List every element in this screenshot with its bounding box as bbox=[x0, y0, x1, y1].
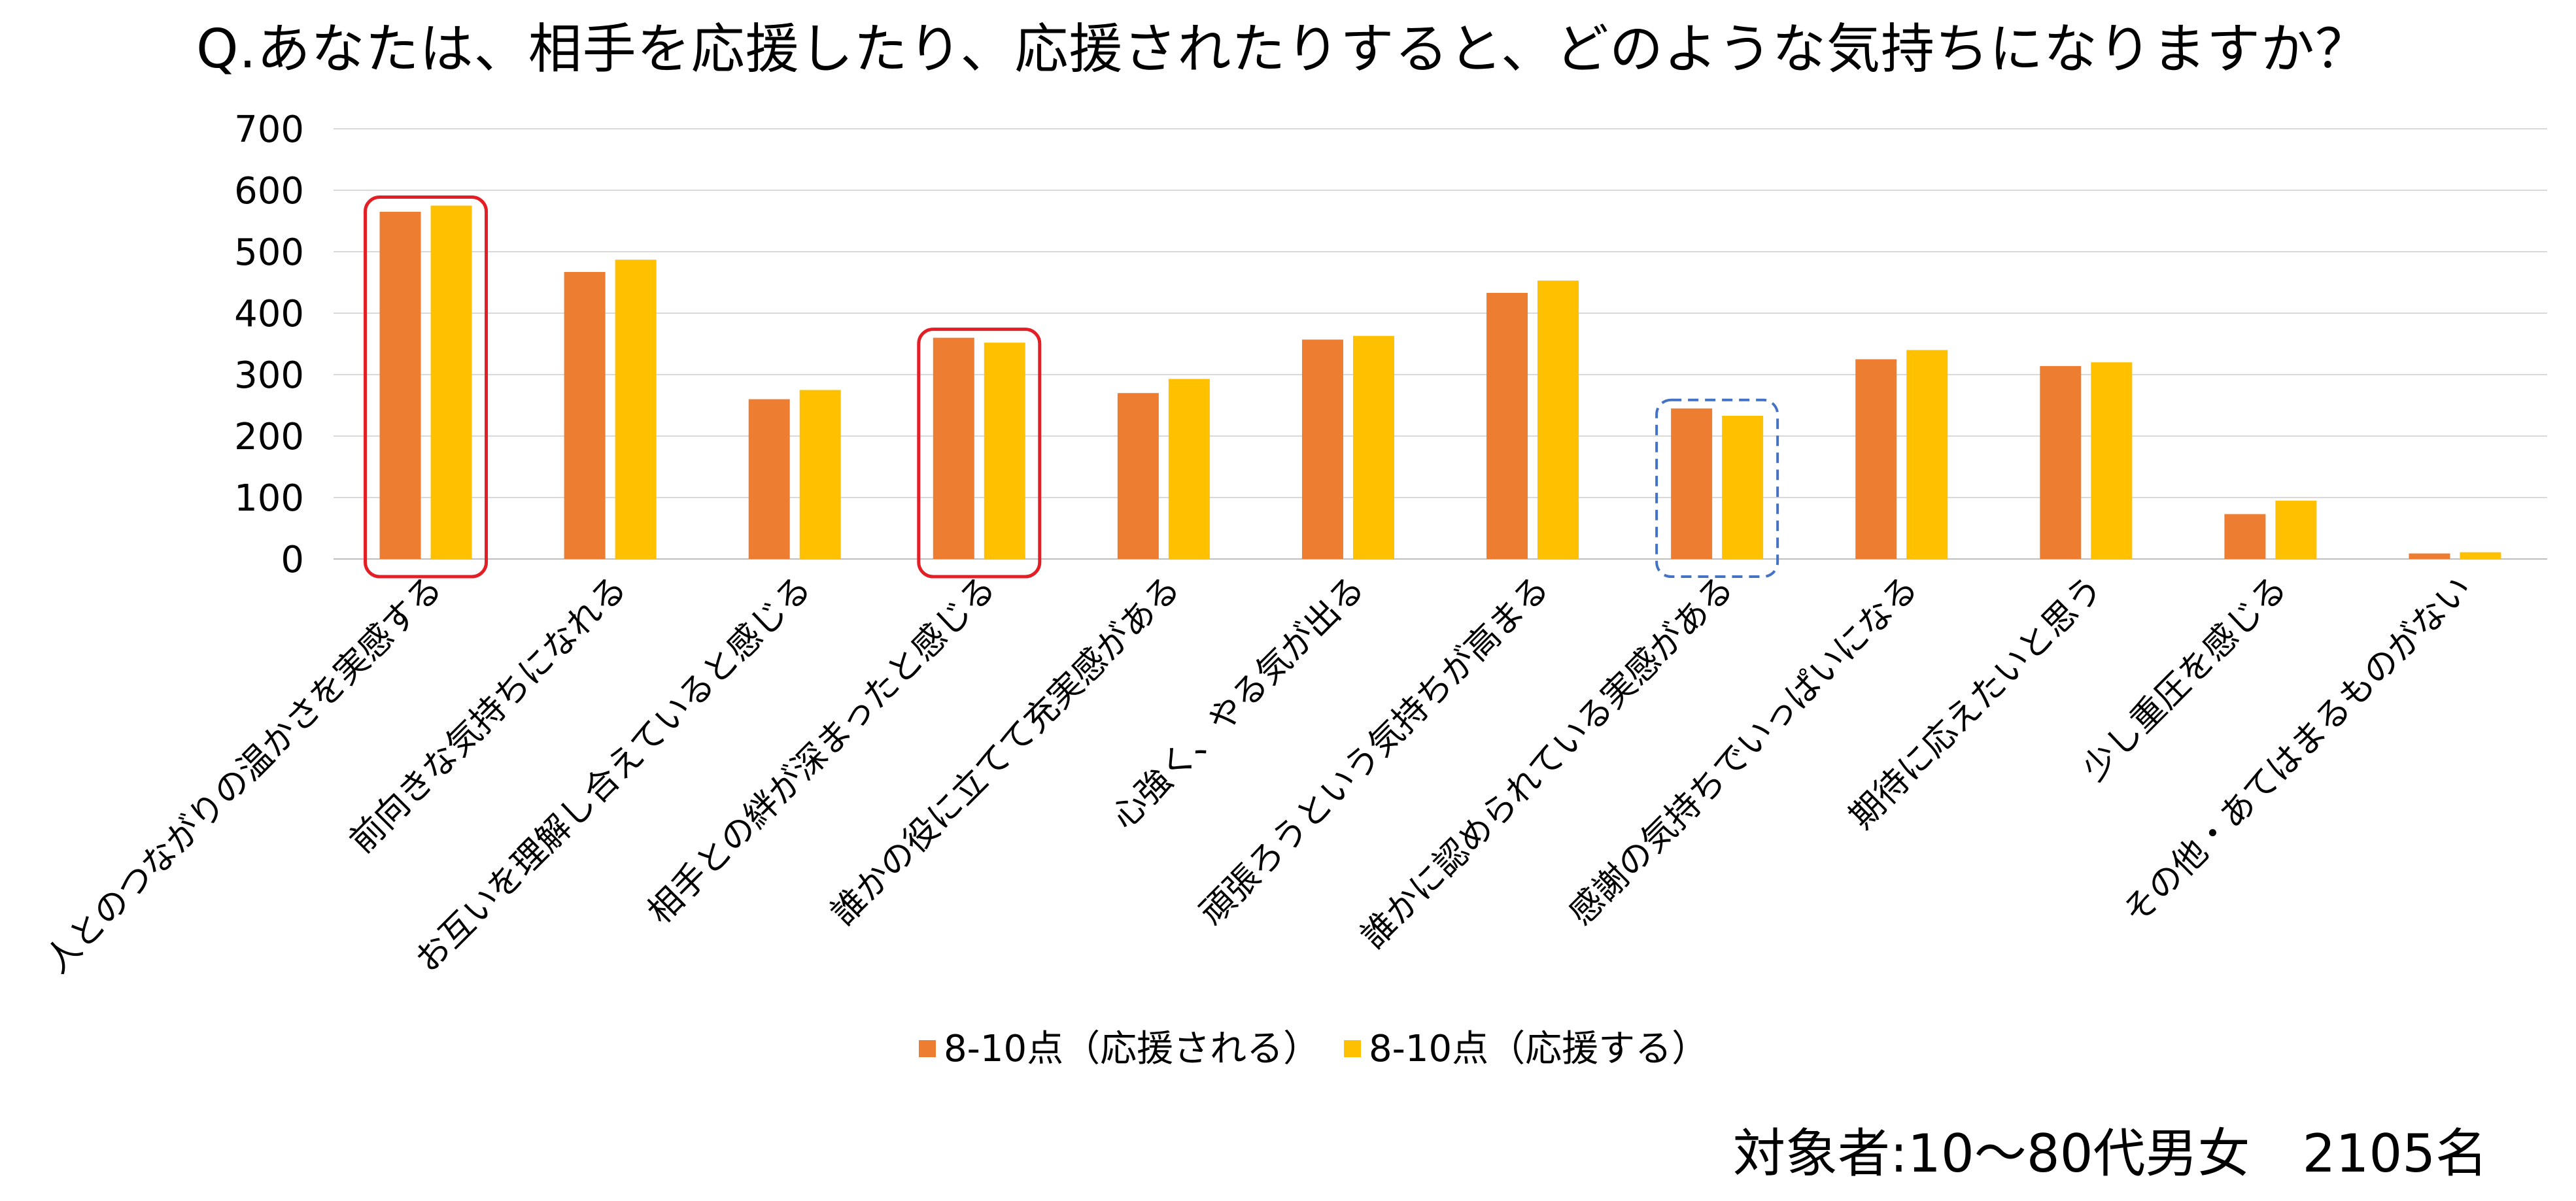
bar bbox=[430, 205, 472, 559]
category-label: お互いを理解し合えていると感じる bbox=[407, 569, 819, 980]
bar bbox=[2040, 365, 2082, 559]
bar bbox=[2224, 514, 2266, 559]
bar bbox=[984, 343, 1025, 559]
y-tick-label: 600 bbox=[234, 170, 304, 212]
bar bbox=[1301, 339, 1343, 559]
legend-swatch bbox=[1344, 1040, 1361, 1057]
chart-title: Q.あなたは、相手を応援したり、応援されたりすると、どのような気持ちになりますか… bbox=[196, 18, 2370, 80]
y-tick-label: 500 bbox=[234, 231, 304, 274]
bar bbox=[615, 260, 657, 559]
highlight-box bbox=[917, 328, 1042, 579]
legend-swatch bbox=[919, 1040, 936, 1057]
category-label: 誰かの役に立てて充実感がある bbox=[823, 569, 1188, 933]
y-tick-label: 300 bbox=[234, 354, 304, 397]
sample-size-note: 対象者:10～80代男女 2105名 bbox=[1733, 1123, 2488, 1184]
bar bbox=[379, 211, 421, 559]
bar bbox=[2460, 552, 2501, 559]
bar bbox=[1671, 408, 1713, 559]
bar bbox=[799, 390, 841, 559]
category-label: 頑張ろうという気持ちが高まる bbox=[1193, 569, 1557, 933]
category-label: 人とのつながりの温かさを実感する bbox=[38, 569, 450, 981]
category-labels: 人とのつながりの温かさを実感する前向きな気持ちになれるお互いを理解し合えていると… bbox=[38, 569, 2479, 981]
highlight-boxes bbox=[364, 195, 1779, 579]
y-tick-label: 100 bbox=[234, 477, 304, 520]
bar bbox=[1537, 280, 1579, 559]
bar bbox=[1352, 335, 1394, 559]
category-label: 感謝の気持ちでいっぱいになる bbox=[1562, 569, 1926, 933]
y-tick-label: 400 bbox=[234, 293, 304, 335]
bar bbox=[2409, 553, 2450, 559]
y-tick-label: 700 bbox=[234, 109, 304, 151]
highlight-box bbox=[364, 195, 489, 579]
legend-label: 8-10点（応援する） bbox=[1369, 1028, 1708, 1070]
category-label: 誰かに認められている実感がある bbox=[1354, 569, 1742, 956]
category-label: 相手との絆が深まったと感じる bbox=[640, 569, 1003, 932]
bar bbox=[1117, 393, 1159, 559]
highlight-box bbox=[1655, 398, 1779, 578]
bar bbox=[564, 272, 606, 559]
bar bbox=[1906, 350, 1948, 559]
y-axis-ticks: 0 100 200 300 400 500 600 700 bbox=[234, 109, 304, 581]
legend-label: 8-10点（応援される） bbox=[944, 1028, 1320, 1070]
y-tick-label: 0 bbox=[281, 539, 304, 581]
gridlines bbox=[334, 128, 2547, 560]
bar bbox=[748, 399, 790, 559]
bar bbox=[2275, 500, 2317, 559]
bar bbox=[1722, 415, 1764, 559]
bars bbox=[379, 205, 2501, 559]
category-label: 少し重圧を感じる bbox=[2074, 569, 2295, 789]
category-label: その他・あてはまるものがない bbox=[2116, 569, 2479, 932]
legend: 8-10点（応援される） 8-10点（応援する） bbox=[919, 1028, 1708, 1070]
y-tick-label: 200 bbox=[234, 416, 304, 458]
bar bbox=[1855, 359, 1897, 559]
bar bbox=[1168, 379, 1210, 559]
bar bbox=[1486, 292, 1528, 559]
bar bbox=[2091, 362, 2133, 559]
bar bbox=[933, 337, 974, 559]
